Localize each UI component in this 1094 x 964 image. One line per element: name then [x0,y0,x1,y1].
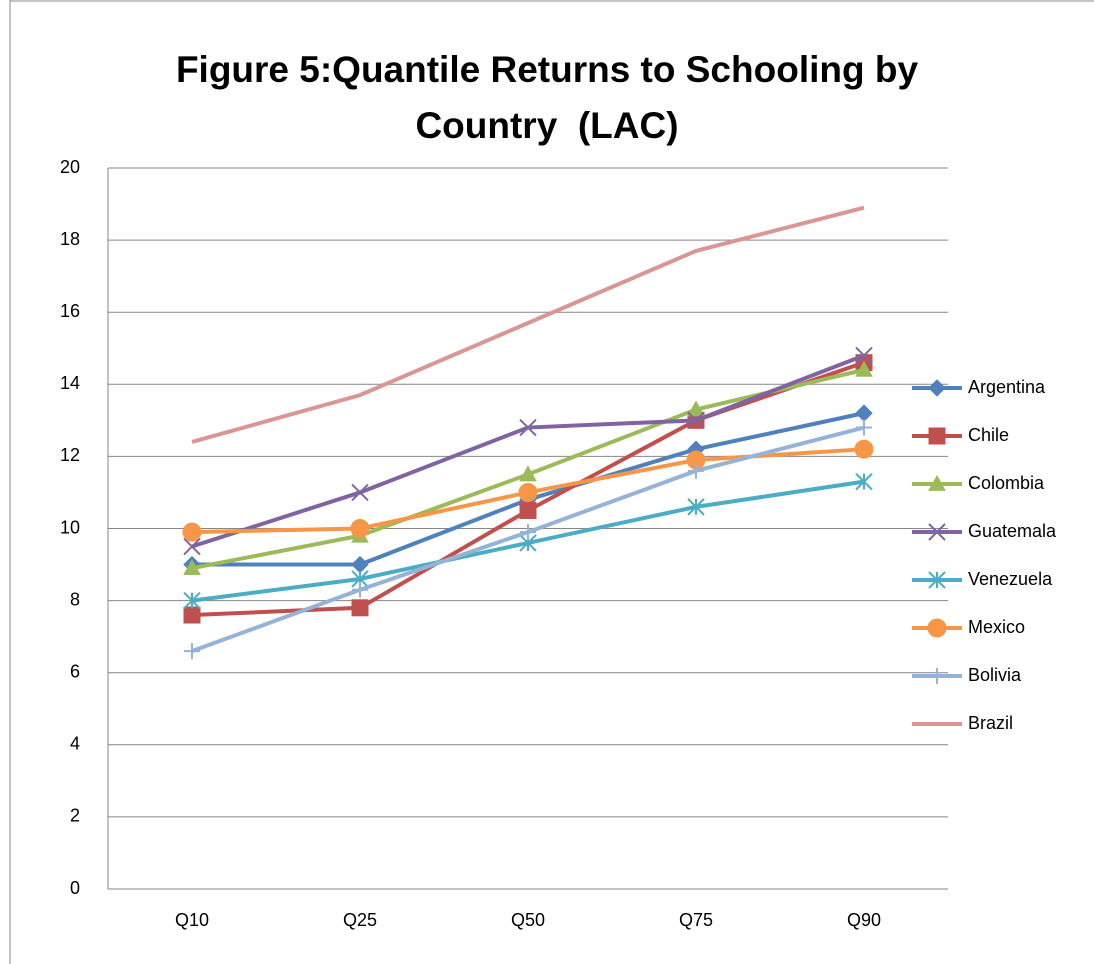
marker [855,360,873,377]
y-tick-label: 2 [70,806,80,826]
y-tick-label: 6 [70,661,80,681]
marker [856,419,872,436]
marker [855,404,873,422]
marker [519,501,537,519]
marker [928,523,946,541]
marker [519,465,537,482]
marker [688,462,704,479]
x-tick-label: Q25 [343,910,377,930]
marker [184,643,200,660]
marker [687,400,705,417]
marker [927,618,947,638]
marker [520,524,536,541]
series-line [191,205,865,444]
x-tick-label: Q75 [679,910,713,930]
legend-label: Bolivia [968,665,1022,685]
y-tick-label: 14 [60,373,80,393]
y-tick-label: 10 [60,517,80,537]
legend-label: Colombia [968,473,1045,493]
marker [183,591,201,610]
legend-label: Guatemala [968,521,1057,541]
marker [928,571,946,589]
marker [687,411,705,430]
x-tick-label: Q10 [175,910,209,930]
marker [183,537,201,556]
marker [928,427,946,445]
legend-label: Argentina [968,377,1046,397]
marker [929,668,945,684]
marker [855,346,873,365]
marker [351,599,369,617]
y-tick-label: 20 [60,157,80,177]
y-tick-label: 18 [60,229,80,249]
legend-label: Mexico [968,617,1025,637]
chart-title: Figure 5:Quantile Returns to Schooling b… [175,49,929,146]
marker [183,606,201,624]
marker [350,519,370,538]
y-tick-label: 0 [70,878,80,898]
marker [519,418,537,437]
legend-label: Venezuela [968,569,1053,589]
x-tick-label: Q50 [511,910,545,930]
marker [182,522,202,542]
marker [352,581,368,598]
y-tick-label: 4 [70,734,80,754]
legend-label: Brazil [968,713,1013,733]
marker [351,555,369,574]
marker [928,474,946,491]
x-tick-label: Q90 [847,910,881,930]
marker [854,439,874,459]
marker [351,483,369,502]
marker [687,498,705,516]
y-tick-label: 12 [60,445,80,465]
marker [928,379,946,397]
marker [183,559,201,576]
y-tick-label: 8 [70,589,80,609]
marker [518,482,538,502]
legend-label: Chile [968,425,1009,445]
marker [855,472,873,491]
y-tick-label: 16 [60,301,80,321]
